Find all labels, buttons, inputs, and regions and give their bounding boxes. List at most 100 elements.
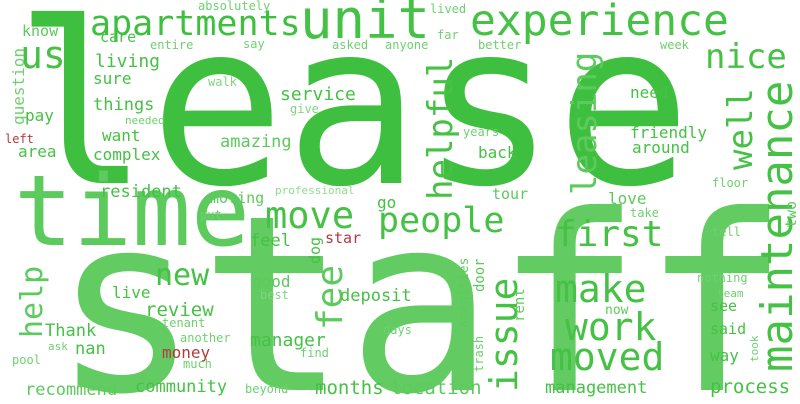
- word: lease: [14, 0, 691, 237]
- word: amazing: [220, 132, 292, 152]
- word: area: [18, 142, 57, 161]
- word: care: [100, 28, 136, 46]
- word: beyond: [245, 382, 288, 396]
- word: took: [748, 335, 761, 362]
- word: helpful: [421, 57, 461, 200]
- word: service: [280, 84, 356, 105]
- word: asked: [332, 38, 368, 52]
- word: left: [5, 132, 34, 146]
- word: nan: [75, 339, 106, 359]
- word: rent: [512, 288, 528, 322]
- word: far: [437, 28, 459, 42]
- word: community: [135, 377, 227, 397]
- word: question: [9, 48, 28, 125]
- word: process: [710, 376, 790, 398]
- word: living: [95, 51, 160, 72]
- word: time: [14, 155, 250, 269]
- word: another: [180, 331, 231, 345]
- word: months: [315, 377, 384, 399]
- word: unit: [300, 0, 430, 51]
- word: want: [102, 126, 141, 145]
- word: know: [22, 22, 59, 40]
- word: deposit: [340, 286, 412, 306]
- word: good: [252, 272, 291, 291]
- word: manager: [250, 330, 326, 351]
- word: sure: [93, 69, 132, 88]
- word: feel: [250, 231, 291, 251]
- word: complex: [93, 145, 161, 164]
- word: needed: [125, 114, 165, 127]
- word: take: [630, 206, 659, 220]
- word: live: [112, 283, 151, 302]
- word: door: [472, 258, 488, 292]
- word: maintenance: [752, 81, 800, 372]
- word: days: [383, 323, 412, 337]
- word: recommend: [25, 380, 117, 400]
- word: need: [630, 83, 669, 102]
- word: amenities: [457, 258, 472, 328]
- word: love: [608, 189, 647, 208]
- word: apartments: [90, 4, 301, 44]
- word: tenant: [162, 316, 205, 330]
- word: find: [300, 346, 329, 360]
- word: lived: [430, 2, 466, 16]
- word: give: [290, 102, 319, 116]
- word: things: [93, 95, 154, 115]
- word: better: [478, 38, 521, 52]
- word: put: [200, 208, 222, 222]
- word: tour: [492, 185, 528, 203]
- word: moved: [550, 335, 664, 379]
- word: experience: [470, 0, 729, 46]
- word: see: [710, 297, 737, 315]
- word: nice: [705, 37, 787, 77]
- word: pool: [12, 353, 41, 367]
- word: anyone: [385, 38, 428, 52]
- word: Thank: [45, 321, 96, 341]
- word: now: [605, 303, 629, 318]
- word: moving: [210, 189, 264, 207]
- word: fee: [310, 265, 351, 330]
- word: move: [265, 194, 354, 237]
- word: floor: [712, 176, 748, 190]
- word: issue: [482, 278, 526, 392]
- word: work: [565, 305, 657, 349]
- word: well: [721, 88, 761, 170]
- word: management: [545, 378, 647, 398]
- word: nothing: [697, 271, 748, 285]
- word: staff: [52, 163, 790, 400]
- word: trash: [472, 336, 486, 372]
- word: review: [145, 299, 214, 321]
- word: us: [20, 33, 66, 77]
- word: leasing: [565, 52, 605, 195]
- word: two: [782, 201, 800, 228]
- word: star: [325, 229, 361, 247]
- word: first: [555, 214, 663, 255]
- word: money: [162, 343, 211, 362]
- word: dog: [306, 237, 324, 264]
- word: entire: [150, 38, 193, 52]
- word: way: [710, 346, 739, 365]
- word: people: [378, 201, 504, 241]
- word: around: [632, 138, 690, 157]
- word: back: [478, 143, 517, 162]
- word: best: [260, 288, 289, 302]
- word: pay: [25, 106, 54, 125]
- word: said: [710, 320, 746, 338]
- word: years: [463, 125, 499, 139]
- word: much: [183, 357, 212, 371]
- word: ask: [48, 340, 68, 353]
- word: professional: [275, 184, 354, 197]
- word: help: [15, 266, 50, 338]
- word: walk: [208, 75, 238, 89]
- word: go: [377, 193, 396, 212]
- word: make: [555, 267, 647, 311]
- word: tell: [712, 225, 741, 239]
- word: location: [390, 377, 482, 399]
- word: team: [717, 287, 744, 300]
- word: week: [660, 38, 690, 52]
- word: new: [155, 258, 210, 293]
- word: absolutely: [198, 0, 270, 13]
- word: say: [243, 37, 265, 51]
